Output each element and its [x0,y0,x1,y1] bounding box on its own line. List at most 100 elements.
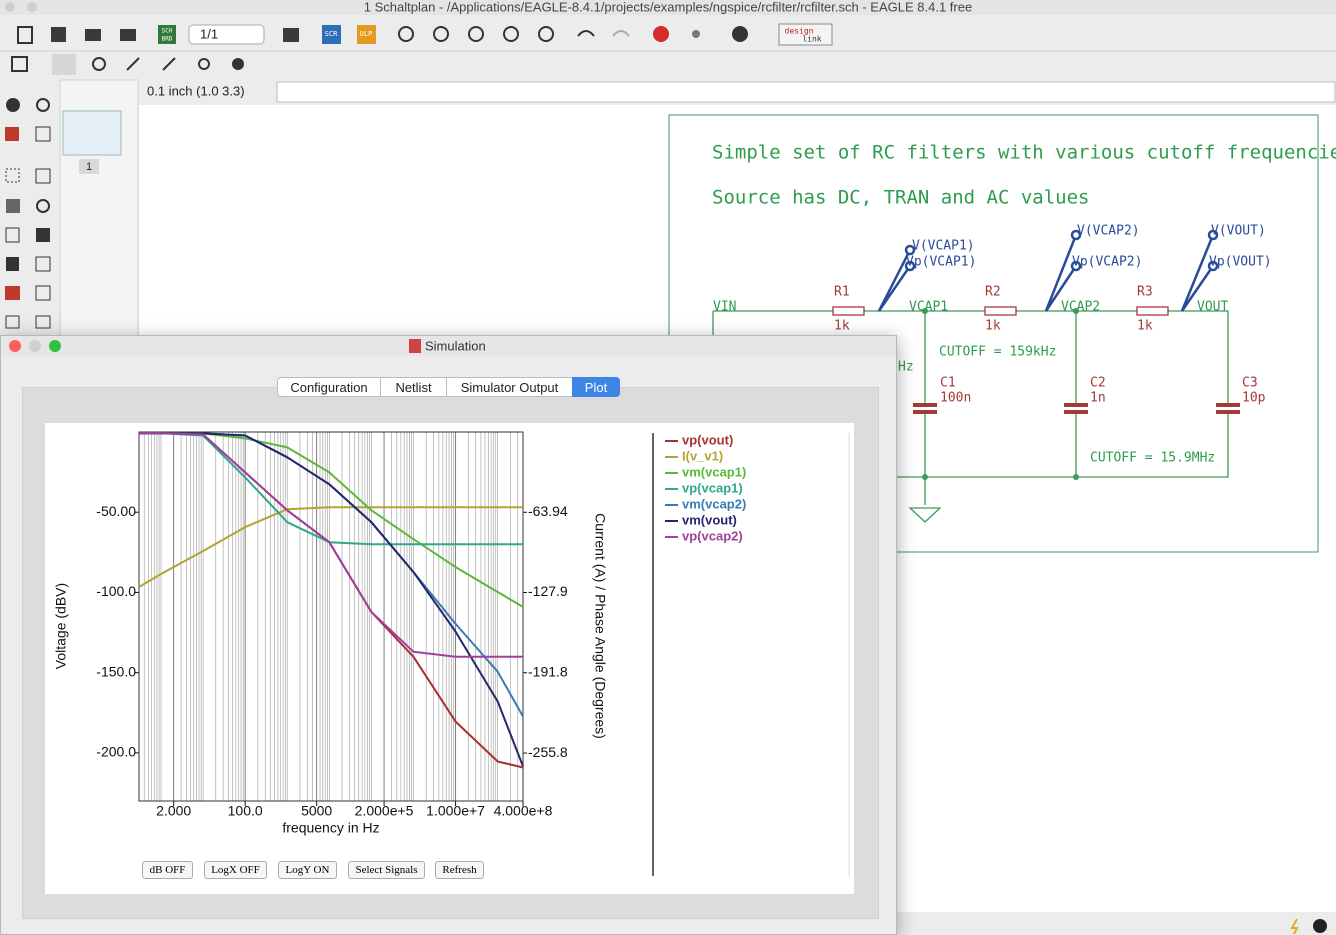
capacitor-value: 100n [940,391,971,406]
icon-sch-brd[interactable] [158,25,176,44]
sheet-number-box [79,159,99,174]
icon-layers[interactable] [5,127,19,141]
icon-design-link[interactable] [778,23,833,46]
toolbar-icons: SCH BRD 1/1 SCR ULP design link [11,23,833,75]
tab[interactable]: Plot [572,377,620,397]
y-tick-label: -50.00 [96,503,136,519]
net-label: VCAP1 [909,300,948,315]
icon-save[interactable] [51,27,66,42]
sheet-thumbnail[interactable] [62,110,122,156]
icon-probe[interactable] [198,58,210,70]
status-bar [897,912,1336,935]
net-label: VIN [713,300,736,315]
minimize-button[interactable] [29,340,41,352]
resistor-name: R1 [834,285,850,300]
window-button[interactable] [27,2,37,12]
icon-settings[interactable] [232,58,244,70]
window-title: 1 Schaltplan - /Applications/EAGLE-8.4.1… [364,0,972,14]
plot-button[interactable]: LogX OFF [204,861,267,879]
series-line [139,432,523,658]
x-tick-label: 1.000e+7 [426,803,485,819]
status-icon [1290,918,1299,935]
components [832,306,1240,414]
icon-probe[interactable] [162,57,176,71]
icon-grid[interactable] [11,56,28,72]
window-button[interactable] [5,2,15,12]
legend-label: vm(vcap1) [682,464,746,479]
plot-frame [138,431,524,802]
command-line[interactable] [276,81,1336,103]
icon-group[interactable] [5,168,20,183]
icon-probe[interactable] [92,57,106,71]
icon-change[interactable] [35,256,51,272]
icon-stop[interactable] [653,26,669,42]
x-tick-label: 2.000 [156,803,191,819]
icon-mark[interactable] [35,126,51,142]
icon-copy[interactable] [5,227,20,243]
schematic-heading: Simple set of RC filters with various cu… [712,142,1336,164]
legend-label: vp(vout) [682,432,733,447]
icon-move[interactable] [35,168,51,184]
simulation-window: Simulation Configuration Netlist Simulat… [0,335,897,935]
x-tick-label: 2.000e+5 [355,803,414,819]
icon-ulp[interactable] [357,25,376,44]
icon-probe[interactable] [126,57,140,71]
icon-show[interactable] [36,98,50,112]
tab[interactable]: Configuration [277,377,381,397]
icon-add[interactable] [5,286,20,300]
probe-tip [1070,260,1082,272]
junctions [922,308,1079,480]
plot-button[interactable]: dB OFF [142,861,193,879]
title-bar-bg [1,336,896,356]
tab[interactable]: Netlist [380,377,447,397]
close-button[interactable] [9,340,21,352]
icon-open[interactable] [17,26,33,44]
plot-button[interactable]: LogY ON [278,861,337,879]
icon-paste[interactable] [36,228,50,242]
zoom-button[interactable] [49,340,61,352]
icon-zoom[interactable] [503,26,519,42]
junction [1073,474,1079,480]
plot-button[interactable]: Select Signals [348,861,425,879]
capacitor [913,403,937,414]
cutoff-note: CUTOFF = 15.9MHz [1090,451,1215,466]
y-axis-label: Voltage (dBV) [53,583,69,669]
net-label: VCAP2 [1061,300,1100,315]
probe-label: V(VCAP1) [912,239,975,254]
icon-info[interactable] [6,98,20,112]
y-tick-label: -100.0 [96,583,136,599]
icon-zoom[interactable] [468,26,484,42]
x-tick-label: 4.000e+8 [494,803,553,819]
probe-label: Vp(VOUT) [1209,255,1272,270]
title-bar [0,0,1336,15]
icon-scr[interactable] [322,25,341,44]
icon-lock[interactable] [35,315,51,329]
icon-sim[interactable] [52,54,76,75]
cutoff-note: CUTOFF = 159kHz [939,345,1056,360]
capacitor-value: 10p [1242,391,1266,406]
icon-cam[interactable] [120,29,136,41]
icon-replace[interactable] [35,285,51,301]
icon-undo[interactable] [577,30,595,37]
y2-tick-label: -63.94 [528,503,568,519]
icon-zoom[interactable] [538,26,554,42]
title-icon [409,339,421,353]
icon-zoom[interactable] [433,26,449,42]
tab[interactable]: Simulator Output [446,377,573,397]
icon-rotate[interactable] [36,199,50,213]
icon-mirror[interactable] [6,199,20,213]
icon-gate[interactable] [5,315,20,329]
probe-tip [1207,260,1219,272]
icon-print[interactable] [85,29,101,41]
icon-redo[interactable] [612,30,630,37]
icon-help[interactable] [732,26,748,42]
probe-line [877,234,1215,312]
icon-delete[interactable] [6,257,19,271]
icon-zoom[interactable] [398,26,414,42]
page-field[interactable] [188,24,265,45]
probe-label: V(VOUT) [1211,224,1266,239]
icon-sheets[interactable] [283,28,299,42]
y2-axis-label: Current (A) / Phase Angle (Degrees) [592,513,608,739]
icon-go[interactable] [692,30,700,38]
plot-button[interactable]: Refresh [435,861,484,879]
